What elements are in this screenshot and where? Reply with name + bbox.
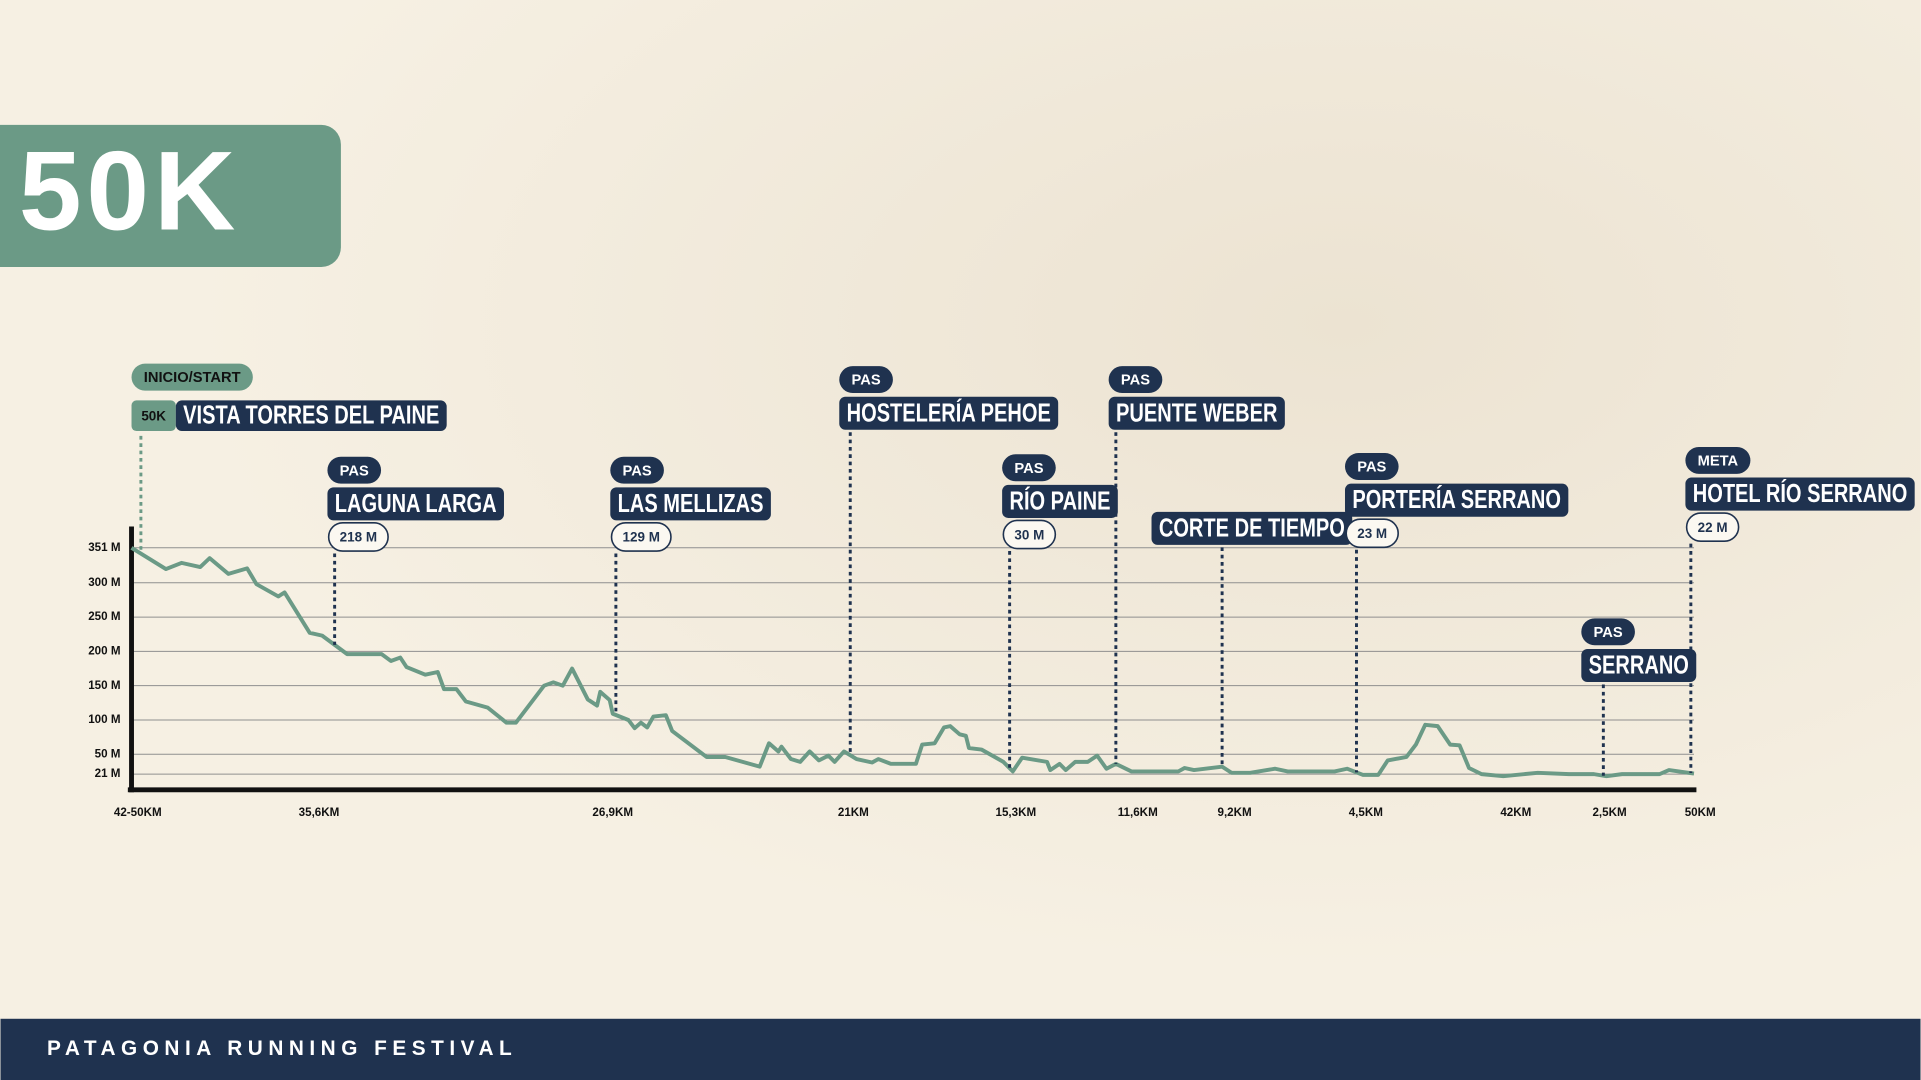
- waypoint-elevation: 218 M: [340, 530, 377, 545]
- waypoint-tag-box: [131, 363, 253, 391]
- waypoint-tag: PAS: [852, 373, 881, 389]
- waypoint-tag-box: [1002, 454, 1056, 482]
- waypoint-tag: META: [1698, 454, 1739, 470]
- waypoint-tag-box: [1108, 366, 1163, 394]
- waypoint: PAS SERRANO: [1581, 618, 1697, 776]
- waypoint-name: VISTA TORRES DEL PAINE: [183, 400, 439, 429]
- x-tick-label: 4,5KM: [1349, 806, 1383, 819]
- y-tick-label: 200 M: [88, 644, 120, 657]
- title: 50K: [19, 127, 240, 253]
- waypoint-name: HOSTELERÍA PEHOE: [847, 397, 1051, 427]
- waypoint-elevation: 30 M: [1014, 527, 1044, 542]
- waypoint-elevation-box: [610, 522, 672, 552]
- x-tick-label: 35,6KM: [299, 806, 340, 819]
- waypoint-tag-box: [610, 456, 664, 484]
- waypoint-tag-box: [1344, 453, 1399, 480]
- waypoint-elevation-box: [1002, 519, 1057, 550]
- waypoint-name: RÍO PAINE: [1009, 485, 1110, 515]
- waypoint-tag: PAS: [1594, 625, 1623, 641]
- waypoint-tag-box: [1581, 618, 1635, 646]
- waypoint: PAS LAS MELLIZAS 129 M: [610, 456, 771, 716]
- x-tick-label: 9,2KM: [1217, 806, 1251, 819]
- y-tick-label: 300 M: [88, 576, 120, 589]
- footer-bar: [0, 1018, 1921, 1080]
- x-tick-label: 50KM: [1685, 806, 1716, 819]
- waypoint-elevation: 129 M: [623, 530, 660, 545]
- waypoint-name-box: [1002, 484, 1118, 518]
- waypoint: PAS HOSTELERÍA PEHOE: [839, 366, 1059, 756]
- waypoint-elevation-box: [1345, 518, 1399, 549]
- y-tick-label: 50 M: [95, 747, 121, 760]
- x-tick-label: 2,5KM: [1592, 806, 1626, 819]
- waypoint: PAS PORTERÍA SERRANO 23 M: [1344, 453, 1569, 773]
- waypoint-name-box: [1108, 396, 1285, 430]
- waypoint-tag: PAS: [1121, 373, 1150, 389]
- x-tick-label: 26,9KM: [592, 806, 633, 819]
- x-tick-label: 42-50KM: [114, 806, 162, 819]
- waypoint-name-box: [1685, 477, 1915, 511]
- waypoint-name-box: [1344, 483, 1569, 517]
- waypoint-elevation-box: [327, 522, 389, 552]
- waypoint-tag-box: [839, 366, 893, 394]
- waypoint-name-box: [175, 400, 447, 432]
- waypoint-name-box: [1581, 648, 1697, 683]
- waypoint-name-box: [327, 487, 504, 521]
- waypoint-name: SERRANO: [1589, 650, 1689, 679]
- waypoint-elevation-box: [1685, 512, 1740, 543]
- waypoint-name: LAGUNA LARGA: [335, 488, 497, 517]
- x-tick-label: 11,6KM: [1118, 806, 1158, 819]
- waypoint-name: LAS MELLIZAS: [618, 488, 764, 517]
- y-tick-label: 150 M: [88, 679, 120, 692]
- x-tick-label: 15,3KM: [996, 806, 1037, 819]
- waypoint-tag: INICIO/START: [144, 370, 241, 386]
- waypoint-name-box: [1151, 511, 1353, 545]
- waypoint-name-box: [610, 487, 771, 521]
- waypoint-tag: PAS: [1357, 460, 1386, 476]
- plot: 351 M 300 M 250 M 200 M 150 M 100 M 50 M 21 M 42…: [88, 363, 1915, 819]
- waypoint: INICIO/START 50K VISTA TORRES DEL PAINE: [131, 363, 447, 554]
- y-tick-label: 21 M: [95, 767, 121, 780]
- waypoint-tag-box: [1685, 446, 1751, 474]
- x-tick-label: 42KM: [1500, 806, 1531, 819]
- waypoint-badge-box: [131, 400, 176, 432]
- waypoint-name: CORTE DE TIEMPO: [1159, 513, 1345, 542]
- waypoint-name: HOTEL RÍO SERRANO: [1693, 478, 1908, 508]
- waypoint-name: PORTERÍA SERRANO: [1352, 484, 1561, 514]
- waypoint: CORTE DE TIEMPO: [1151, 511, 1353, 767]
- footer-text: PATAGONIA RUNNING FESTIVAL: [47, 1037, 517, 1060]
- waypoint-name-box: [839, 396, 1059, 430]
- waypoint-tag: PAS: [340, 463, 369, 479]
- waypoint: PAS LAGUNA LARGA 218 M: [327, 456, 504, 645]
- waypoint-badge: 50K: [141, 409, 166, 424]
- waypoint-tag: PAS: [623, 463, 652, 479]
- y-tick-label: 351 M: [88, 541, 120, 554]
- waypoint-tag: PAS: [1014, 461, 1043, 477]
- waypoint: PAS PUENTE WEBER: [1108, 366, 1285, 764]
- waypoint-elevation: 22 M: [1698, 520, 1728, 535]
- waypoint-tag-box: [327, 456, 382, 484]
- x-tick-label: 21KM: [838, 806, 869, 819]
- y-tick-label: 250 M: [88, 610, 120, 623]
- elevation-line: [130, 546, 1695, 779]
- waypoint-name: PUENTE WEBER: [1116, 398, 1278, 427]
- waypoint: PAS RÍO PAINE 30 M: [1002, 454, 1118, 769]
- title-badge: [0, 124, 341, 267]
- y-tick-label: 100 M: [88, 713, 120, 726]
- waypoint-elevation: 23 M: [1357, 526, 1387, 541]
- waypoint: META HOTEL RÍO SERRANO 22 M: [1685, 446, 1915, 774]
